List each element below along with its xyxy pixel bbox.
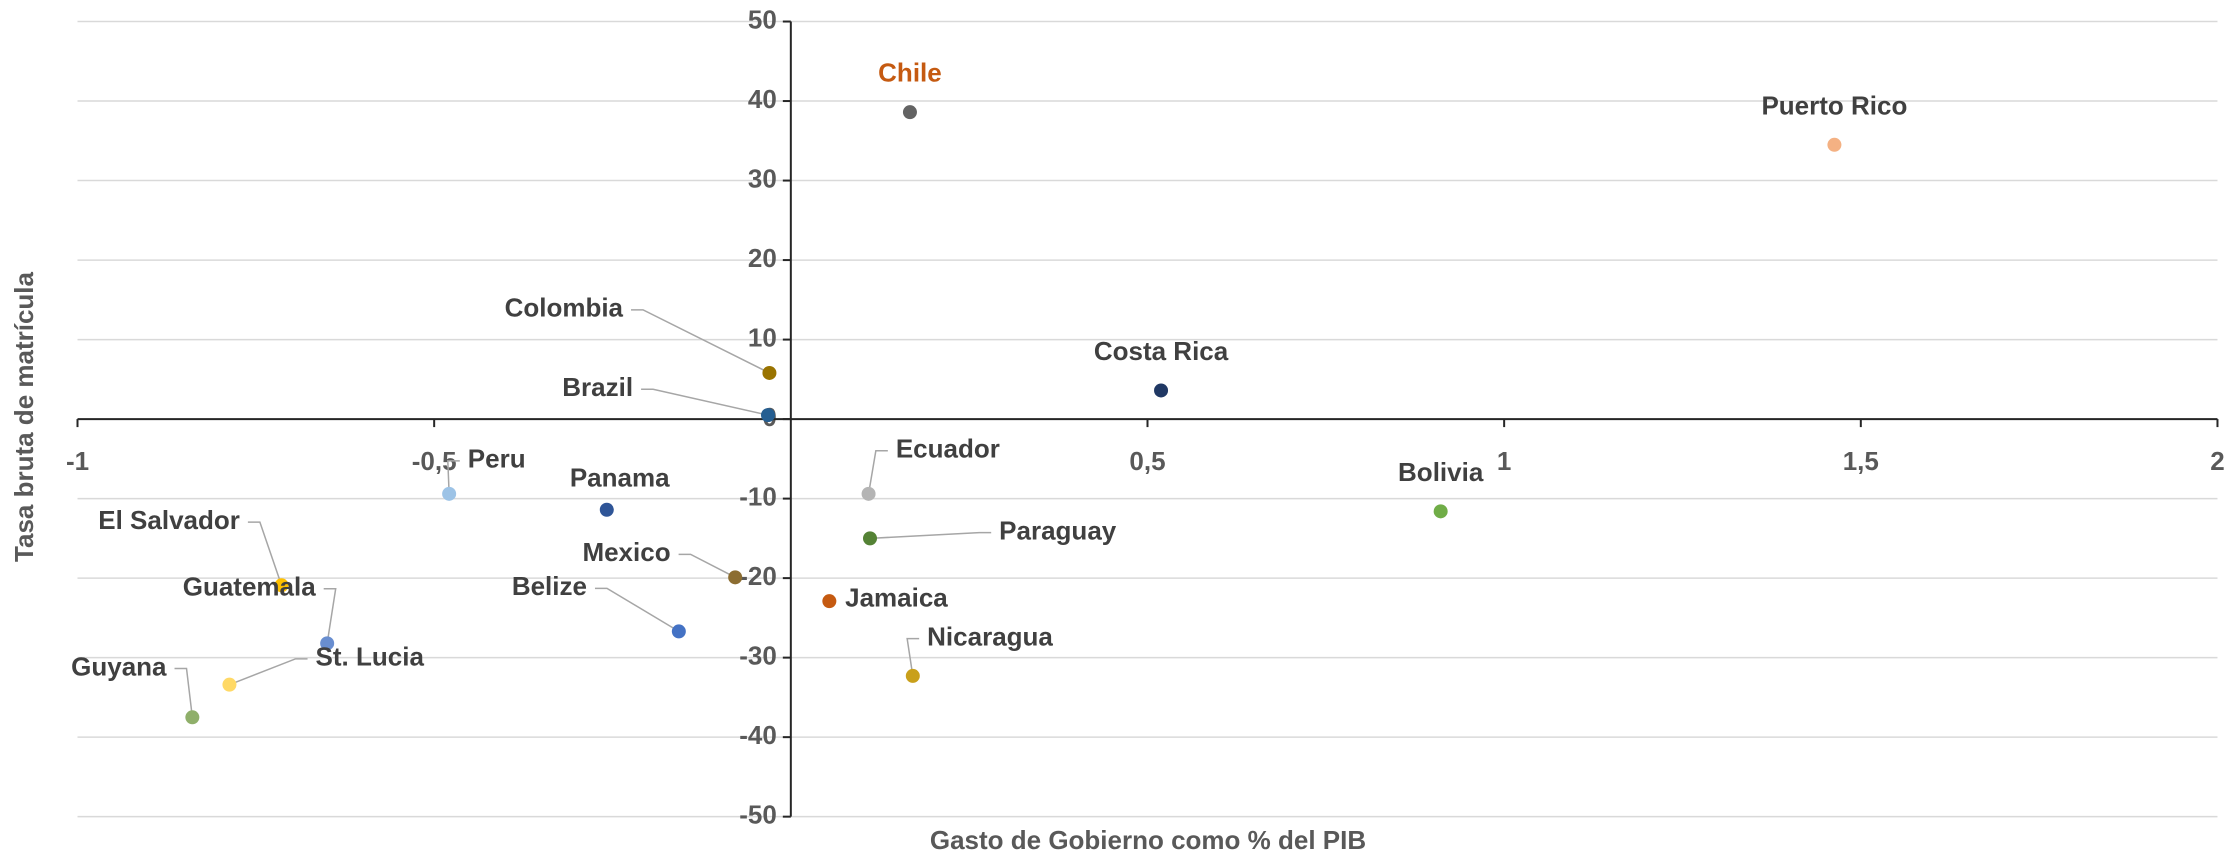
x-axis-title: Gasto de Gobierno como % del PIB	[930, 825, 1366, 854]
point-label: Nicaragua	[927, 621, 1053, 651]
point	[902, 105, 917, 120]
point-label: El Salvador	[98, 505, 240, 535]
y-tick-label: -50	[739, 800, 777, 830]
y-tick-label: -10	[739, 481, 777, 511]
point	[599, 502, 614, 517]
x-tick-label: 0,5	[1129, 446, 1165, 476]
y-tick-label: 40	[748, 84, 777, 114]
x-tick-label: 2	[2210, 446, 2224, 476]
leader-line	[174, 667, 194, 718]
y-tick-label: -40	[739, 720, 777, 750]
leader-line	[869, 531, 992, 540]
point	[671, 624, 686, 639]
leader-line	[323, 588, 337, 644]
point-label: Bolivia	[1398, 457, 1484, 487]
leader-line	[447, 460, 460, 494]
point-label: Brazil	[562, 372, 633, 402]
point-label: Panama	[570, 462, 670, 492]
point	[185, 710, 200, 725]
point-label: Peru	[468, 444, 526, 474]
point-label: Guatemala	[183, 572, 316, 602]
point	[728, 570, 743, 585]
point-label: Puerto Rico	[1761, 90, 1907, 120]
point	[905, 668, 920, 683]
x-tick-label: 1,5	[1843, 446, 1879, 476]
y-tick-label: -20	[739, 561, 777, 591]
point	[760, 408, 775, 423]
leader-line	[867, 450, 888, 494]
x-tick-label: -1	[66, 446, 89, 476]
point-label: Guyana	[71, 651, 167, 681]
point-label: St. Lucia	[316, 642, 425, 672]
point-label: Mexico	[582, 537, 670, 567]
y-tick-label: 50	[748, 4, 777, 34]
point	[861, 486, 876, 501]
y-tick-label: 20	[748, 243, 777, 273]
point	[320, 636, 335, 651]
y-tick-label: 10	[748, 322, 777, 352]
point	[274, 578, 289, 593]
point	[1827, 137, 1842, 152]
y-tick-label: 30	[748, 163, 777, 193]
point	[442, 486, 457, 501]
point-label: Colombia	[505, 293, 624, 323]
leader-line	[631, 309, 770, 374]
leader-line	[641, 388, 769, 416]
leader-line	[229, 658, 308, 686]
leader-line	[594, 587, 680, 633]
leader-line	[247, 521, 283, 586]
point	[1154, 383, 1169, 398]
point	[863, 531, 878, 546]
x-tick-label: 1	[1497, 446, 1511, 476]
point	[822, 594, 837, 609]
point	[1433, 504, 1448, 519]
y-axis-title: Tasa bruta de matrícula	[9, 271, 39, 561]
leader-line	[906, 637, 920, 677]
point-label: Ecuador	[896, 434, 1000, 464]
y-tick-label: -30	[739, 641, 777, 671]
point-label: Jamaica	[845, 583, 948, 613]
point	[222, 677, 237, 692]
point-label: Costa Rica	[1094, 336, 1229, 366]
point-label: Chile	[878, 58, 942, 88]
point-label: Paraguay	[999, 515, 1117, 545]
point	[762, 365, 777, 380]
point-label: Belize	[512, 571, 587, 601]
leader-line	[678, 553, 736, 578]
